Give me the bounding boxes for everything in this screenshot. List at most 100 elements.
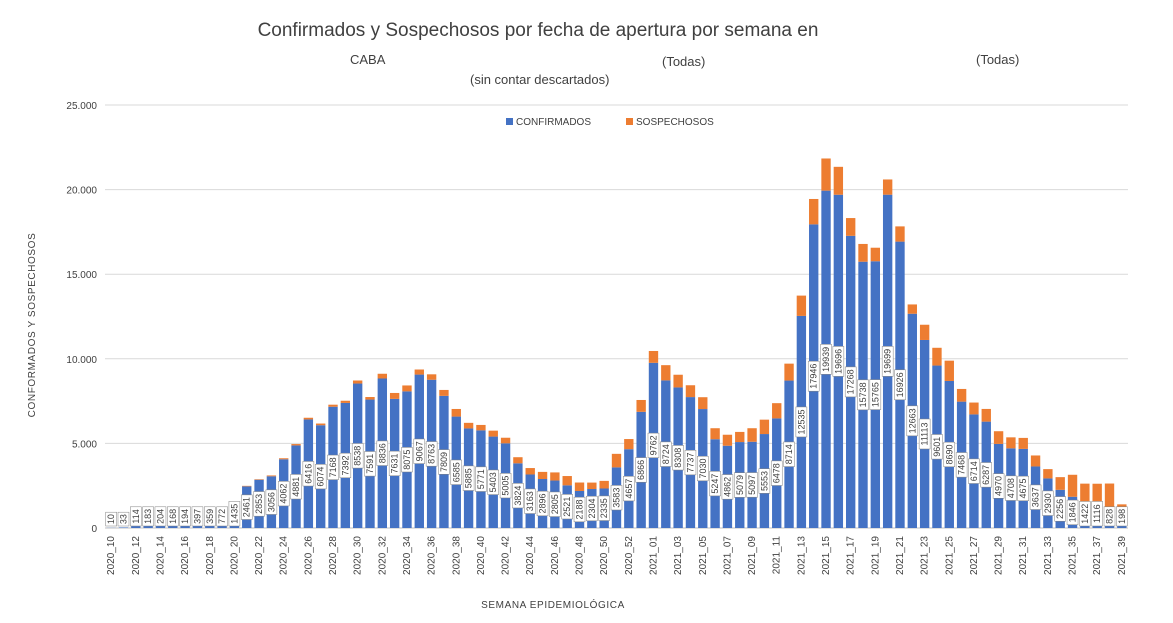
subtitle-filter-2: (Todas) bbox=[976, 52, 1020, 67]
data-label: 17946 bbox=[809, 364, 819, 389]
data-label-box bbox=[770, 460, 783, 486]
data-label: 168 bbox=[168, 509, 178, 524]
data-label: 6585 bbox=[451, 462, 461, 482]
data-label-box bbox=[290, 474, 302, 500]
data-label: 6287 bbox=[981, 465, 991, 485]
x-tick-label: 2021_03 bbox=[673, 536, 684, 575]
x-tick-label: 2021_29 bbox=[994, 536, 1005, 575]
data-label-box bbox=[475, 466, 487, 492]
data-label-box bbox=[573, 496, 586, 523]
data-label: 1116 bbox=[1092, 504, 1102, 523]
bar-sospechosos bbox=[1092, 483, 1102, 510]
data-label-box bbox=[142, 506, 154, 527]
x-tick-label: 2021_09 bbox=[747, 536, 758, 575]
data-label-box bbox=[179, 506, 191, 527]
bar-sospechosos bbox=[365, 397, 375, 400]
bar-sospechosos bbox=[242, 485, 252, 487]
data-label-box bbox=[364, 451, 376, 477]
x-tick-label: 2020_28 bbox=[328, 536, 339, 575]
bar-sospechosos bbox=[882, 179, 893, 195]
bar-confirmados bbox=[180, 524, 190, 528]
data-label: 7809 bbox=[439, 452, 449, 472]
bar-confirmados bbox=[131, 526, 141, 528]
bar-sospechosos bbox=[599, 480, 609, 489]
x-tick-label: 2020_32 bbox=[377, 536, 388, 575]
data-label: 2805 bbox=[550, 494, 560, 514]
data-label-box bbox=[401, 447, 413, 473]
x-tick-label: 2020_12 bbox=[131, 536, 142, 575]
data-label: 9067 bbox=[414, 441, 424, 461]
data-label-box bbox=[1116, 506, 1128, 527]
bar-sospechosos bbox=[722, 434, 733, 446]
data-label-box bbox=[351, 443, 364, 469]
data-label-box bbox=[832, 346, 845, 377]
data-label-box bbox=[586, 495, 598, 522]
bar-sospechosos bbox=[895, 226, 905, 242]
bar-confirmados bbox=[1117, 524, 1127, 528]
data-label-box bbox=[388, 450, 401, 476]
data-label-box bbox=[684, 449, 697, 476]
data-label: 4708 bbox=[1006, 478, 1016, 498]
x-tick-label: 2021_31 bbox=[1018, 536, 1029, 575]
data-label-box bbox=[1029, 484, 1042, 510]
data-label: 11113 bbox=[920, 422, 930, 445]
data-label: 2853 bbox=[254, 494, 264, 514]
data-label: 17268 bbox=[846, 369, 856, 394]
data-label-box bbox=[512, 483, 524, 509]
bar-sospechosos bbox=[266, 475, 277, 477]
bar-confirmados bbox=[143, 524, 153, 528]
data-label: 2188 bbox=[575, 499, 585, 519]
data-label: 772 bbox=[217, 509, 227, 524]
data-label-box bbox=[844, 366, 857, 398]
x-tick-label: 2020_36 bbox=[427, 536, 438, 575]
data-label: 8308 bbox=[673, 448, 683, 468]
bar-sospechosos bbox=[981, 408, 991, 422]
data-label-box bbox=[191, 506, 204, 527]
data-label-box bbox=[746, 472, 758, 498]
bar-sospechosos bbox=[858, 243, 868, 262]
x-tick-label: 2020_18 bbox=[205, 536, 216, 575]
bar-sospechosos bbox=[648, 350, 659, 363]
data-label-box bbox=[1005, 475, 1017, 501]
data-label-box bbox=[167, 506, 179, 527]
data-label-box bbox=[216, 506, 228, 527]
bar-sospechosos bbox=[673, 374, 683, 388]
bar-sospechosos bbox=[624, 439, 634, 450]
x-tick-label: 2021_23 bbox=[920, 536, 931, 575]
data-label-box bbox=[499, 473, 512, 499]
data-label: 204 bbox=[155, 509, 165, 524]
data-label-box bbox=[327, 454, 339, 480]
bar-sospechosos bbox=[426, 374, 437, 380]
data-label-box bbox=[314, 464, 327, 490]
data-label-box bbox=[549, 491, 561, 517]
data-label: 33 bbox=[118, 514, 128, 524]
data-label-box bbox=[869, 379, 882, 410]
bar-sospechosos bbox=[845, 218, 856, 236]
data-label-box bbox=[955, 452, 968, 478]
x-tick-label: 2021_01 bbox=[648, 536, 659, 575]
data-label-box bbox=[462, 465, 475, 491]
subtitle-sin-descartados: (sin contar descartados) bbox=[470, 72, 610, 87]
data-label-box bbox=[154, 506, 167, 527]
bar-sospechosos bbox=[1080, 483, 1090, 504]
bar-confirmados bbox=[118, 527, 129, 528]
x-tick-label: 2020_46 bbox=[550, 536, 561, 575]
data-label-box bbox=[758, 468, 771, 494]
x-tick-label: 2020_26 bbox=[303, 536, 314, 575]
x-tick-label: 2021_19 bbox=[870, 536, 881, 575]
data-label: 2304 bbox=[587, 498, 597, 518]
bar-sospechosos bbox=[439, 389, 449, 396]
bar-sospechosos bbox=[550, 472, 560, 481]
bar-sospechosos bbox=[821, 158, 831, 191]
data-label-box bbox=[894, 369, 906, 401]
data-label-box bbox=[302, 461, 315, 487]
x-tick-label: 2021_17 bbox=[846, 536, 857, 575]
bar-sospechosos bbox=[463, 422, 474, 429]
x-tick-label: 2021_35 bbox=[1068, 536, 1079, 575]
bar-sospechosos bbox=[1043, 469, 1053, 479]
data-label-box bbox=[1066, 499, 1079, 525]
data-label-box bbox=[1079, 501, 1091, 527]
bar-sospechosos bbox=[661, 365, 671, 381]
bar-sospechosos bbox=[303, 417, 314, 420]
legend-swatch-confirmados bbox=[506, 118, 513, 125]
